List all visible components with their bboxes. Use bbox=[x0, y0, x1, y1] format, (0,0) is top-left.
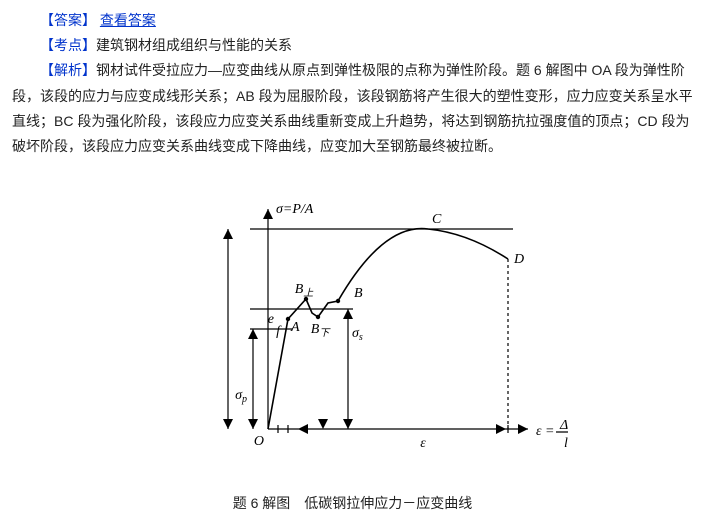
svg-text:D: D bbox=[513, 252, 524, 267]
svg-text:C: C bbox=[432, 212, 442, 227]
answer-line: 【答案】 查看答案 bbox=[12, 8, 693, 33]
svg-text:ε =: ε = bbox=[536, 424, 554, 439]
svg-text:σp: σp bbox=[235, 388, 247, 405]
svg-text:A: A bbox=[290, 320, 300, 335]
svg-text:ε: ε bbox=[420, 436, 426, 451]
answer-label: 【答案】 bbox=[40, 12, 96, 28]
svg-text:B: B bbox=[354, 286, 363, 301]
svg-text:l: l bbox=[564, 436, 568, 451]
svg-text:e: e bbox=[267, 312, 273, 327]
svg-text:f: f bbox=[276, 324, 282, 339]
stress-strain-diagram: σ=P/A Oε ε = Δl l σp σs A B上 B下 B C Def bbox=[138, 189, 568, 469]
jiexi-body: 钢材试件受拉应力—应变曲线从原点到弹性极限的点称为弹性阶段。题 6 解图中 OA… bbox=[12, 62, 693, 154]
svg-text:B上: B上 bbox=[294, 282, 314, 299]
kaodian-text: 建筑钢材组成组织与性能的关系 bbox=[96, 37, 292, 53]
diagram-caption: 题 6 解图 低碳钢拉伸应力－应变曲线 bbox=[12, 491, 693, 516]
jiexi-paragraph: 【解析】钢材试件受拉应力—应变曲线从原点到弹性极限的点称为弹性阶段。题 6 解图… bbox=[12, 58, 693, 159]
svg-text:σ=P/A: σ=P/A bbox=[276, 202, 314, 217]
kaodian-line: 【考点】建筑钢材组成组织与性能的关系 bbox=[12, 33, 693, 58]
kaodian-label: 【考点】 bbox=[40, 37, 96, 53]
diagram-container: σ=P/A Oε ε = Δl l σp σs A B上 B下 B C Def 题 6 解图 低碳钢拉伸… bbox=[12, 189, 693, 516]
svg-text:O: O bbox=[253, 434, 263, 449]
svg-text:B下: B下 bbox=[310, 322, 331, 339]
view-answer-link[interactable]: 查看答案 bbox=[100, 12, 156, 28]
svg-text:Δl: Δl bbox=[558, 418, 567, 433]
svg-text:σs: σs bbox=[352, 326, 363, 343]
jiexi-label: 【解析】 bbox=[40, 62, 96, 78]
